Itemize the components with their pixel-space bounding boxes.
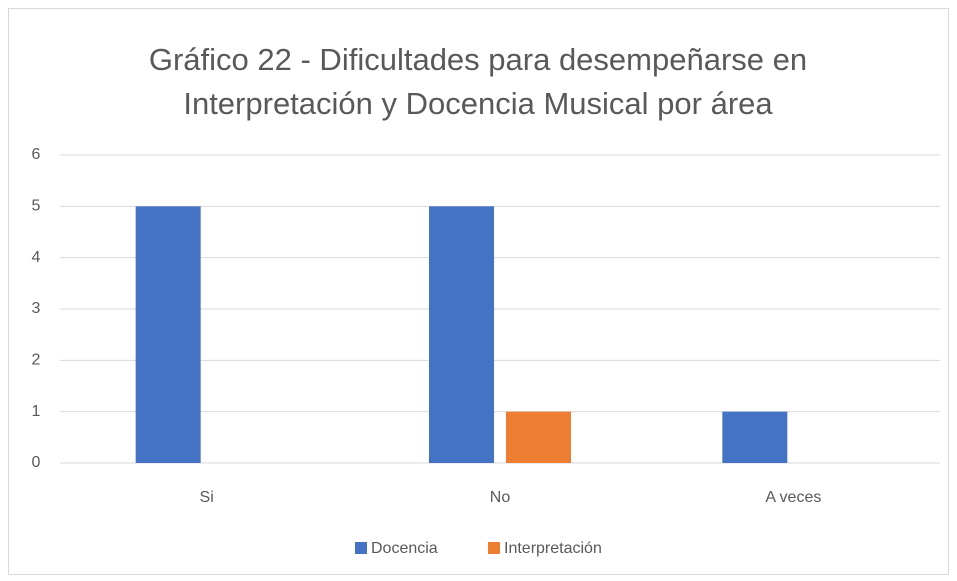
- bar: [722, 411, 788, 463]
- legend-swatch: [355, 542, 367, 554]
- x-tick-label: A veces: [765, 489, 821, 506]
- y-tick-label: 6: [32, 146, 41, 163]
- bar: [506, 411, 571, 463]
- y-tick-label: 0: [32, 454, 41, 471]
- y-tick-label: 4: [32, 249, 41, 266]
- bar: [135, 206, 201, 464]
- bar: [429, 206, 494, 464]
- legend-label: Docencia: [371, 540, 438, 557]
- y-tick-label: 5: [32, 198, 41, 215]
- y-tick-label: 2: [32, 352, 41, 369]
- y-tick-label: 3: [32, 300, 41, 317]
- x-tick-label: No: [490, 489, 511, 506]
- y-tick-label: 1: [32, 403, 41, 420]
- legend-label: Interpretación: [504, 540, 602, 557]
- legend-swatch: [488, 542, 500, 554]
- x-tick-label: Si: [200, 489, 214, 506]
- chart-title: Gráfico 22 - Dificultades para desempeña…: [148, 42, 808, 121]
